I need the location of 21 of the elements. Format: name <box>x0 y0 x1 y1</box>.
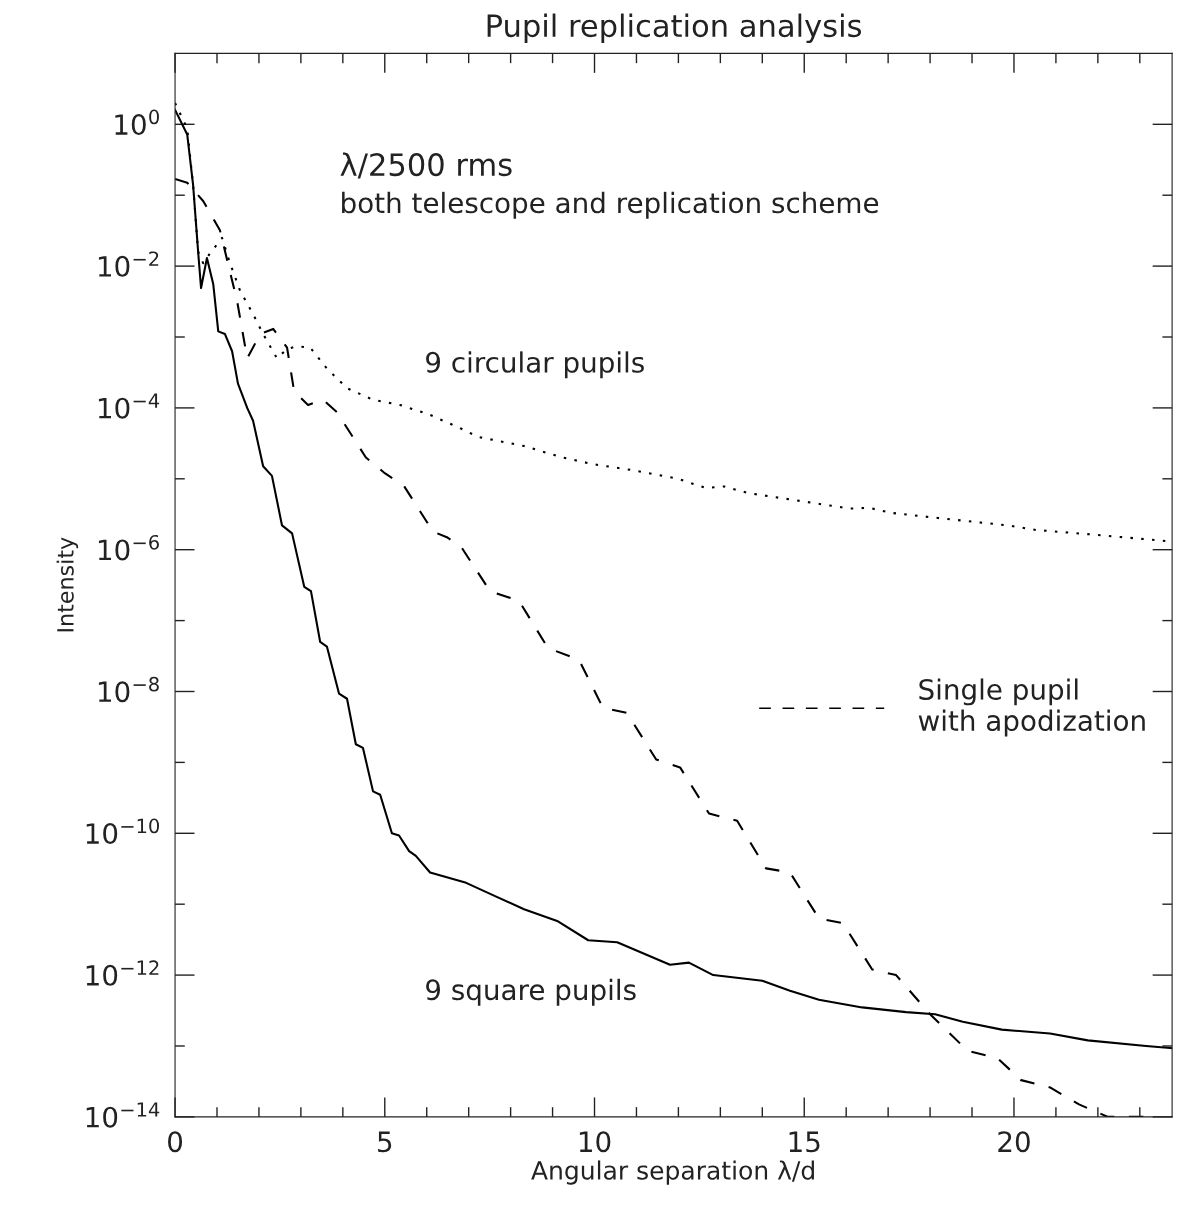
series-label: 9 circular pupils <box>426 351 644 379</box>
annotation: both telescope and replication scheme <box>342 191 879 219</box>
series-label: 9 square pupils <box>426 978 636 1006</box>
legend-label: Single pupil with apodization <box>918 678 1145 737</box>
x-axis-title: Angular separation λ/d <box>531 1160 814 1185</box>
x-tick-label: 20 <box>998 1131 1030 1153</box>
y-tick-label: 10$^{−10}$ <box>86 818 160 845</box>
y-tick-label: 10$^{−4}$ <box>98 393 160 419</box>
annotation: λ/2500 rms <box>340 152 512 179</box>
x-tick-label: 0 <box>168 1131 183 1153</box>
y-tick-label: 10$^{−8}$ <box>98 676 159 703</box>
y-tick-label: 10$^{0}$ <box>115 109 159 136</box>
y-tick-label: 10$^{−12}$ <box>86 960 159 986</box>
y-axis-title: Intensity <box>56 537 79 632</box>
chart-title: Pupil replication analysis <box>487 13 862 44</box>
x-tick-label: 10 <box>579 1131 611 1153</box>
x-tick-label: 5 <box>378 1131 392 1153</box>
x-tick-label: 15 <box>789 1131 820 1153</box>
y-tick-label: 10$^{−6}$ <box>98 534 159 561</box>
y-tick-label: 10$^{−14}$ <box>86 1102 160 1128</box>
y-tick-label: 10$^{−2}$ <box>98 251 159 277</box>
